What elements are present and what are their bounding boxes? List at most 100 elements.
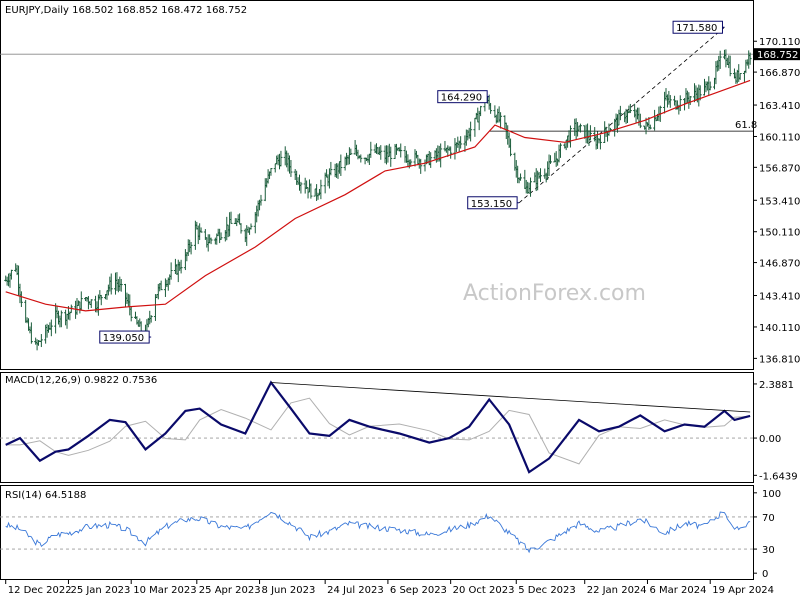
ohlc-bar	[59, 310, 63, 328]
ohlc-bar	[289, 159, 293, 177]
ohlc-bar	[259, 194, 263, 206]
ohlc-bar	[379, 145, 383, 160]
ohlc-bar	[199, 227, 203, 233]
ohlc-bar	[29, 322, 33, 344]
rsi-label: RSI(14) 64.5188	[5, 490, 86, 501]
x-tick-label: 20 Oct 2023	[453, 585, 515, 596]
x-tick-label: 19 Apr 2024	[712, 585, 774, 596]
x-tick-label: 12 Dec 2022	[8, 585, 72, 596]
macd-series	[0, 380, 753, 474]
ohlc-bar	[349, 148, 353, 155]
ohlc-bar	[489, 102, 493, 114]
macd-tick-label: 0.00	[759, 434, 781, 445]
ohlc-bar	[149, 315, 153, 323]
rsi-line	[5, 511, 751, 554]
ohlc-bar	[369, 141, 373, 158]
ohlc-bar	[273, 163, 277, 173]
macd-tick-label: 2.3881	[759, 380, 794, 391]
ohlc-bar	[578, 123, 582, 133]
x-tick-label: 25 Apr 2023	[199, 585, 261, 596]
price-panel	[0, 0, 754, 370]
price-tick-label: 146.870	[759, 259, 800, 270]
macd-panel	[0, 372, 754, 483]
price-series: 61.8 171.580 164.290 153.150 139.050	[0, 20, 757, 351]
macd-line	[5, 380, 751, 474]
ohlc-bar	[419, 158, 423, 174]
ohlc-bar	[529, 177, 533, 197]
ohlc-bar	[269, 168, 273, 176]
price-tick-label: 160.110	[759, 132, 800, 143]
x-tick-label: 24 Jul 2023	[327, 585, 384, 596]
macd-label: MACD(12,26,9) 0.9822 0.7536	[5, 375, 157, 386]
x-tick-label: 8 Jun 2023	[262, 585, 316, 596]
annotation-box	[467, 196, 518, 210]
x-tick-label: 22 Jan 2024	[587, 585, 647, 596]
ohlc-bar	[449, 146, 453, 159]
ohlc-bar	[153, 294, 157, 321]
ohlc-bar	[698, 85, 702, 101]
price-tick-label: 153.410	[759, 196, 800, 207]
ohlc-bar	[499, 112, 503, 129]
x-tick-label: 6 Mar 2024	[649, 585, 706, 596]
price-annotation: 153.150	[467, 196, 520, 210]
ohlc-bar	[279, 150, 283, 167]
rsi-series	[0, 511, 753, 554]
moving-average-line	[5, 79, 751, 312]
ohlc-bar	[19, 291, 23, 308]
ohlc-bar	[169, 262, 173, 280]
price-tick-label: 166.870	[759, 68, 800, 79]
ohlc-bar	[539, 168, 543, 182]
price-tick-label: 140.110	[759, 323, 800, 334]
last-price-box	[754, 48, 800, 61]
x-tick-label: 6 Sep 2023	[390, 585, 447, 596]
x-tick-label: 10 Mar 2023	[133, 585, 196, 596]
ohlc-bar	[588, 125, 592, 141]
ohlc-bar	[339, 154, 343, 176]
ohlc-bar	[299, 181, 303, 194]
ohlc-bar	[728, 55, 732, 77]
rsi-tick-label: 70	[762, 513, 775, 524]
ohlc-bar	[189, 242, 193, 255]
rsi-tick-label: 30	[762, 545, 775, 556]
price-annotation: 139.050	[99, 330, 152, 344]
price-tick-label: 163.410	[759, 101, 800, 112]
ohlc-bar	[598, 134, 602, 150]
ohlc-bar	[209, 237, 213, 245]
ohlc-bar	[509, 138, 513, 157]
watermark: ActionForex.com	[463, 281, 646, 306]
ohlc-bar	[748, 52, 752, 65]
macd-trendline	[270, 382, 751, 413]
ohlc-bar	[429, 152, 433, 168]
last-price-label: 168.752	[757, 50, 798, 61]
annotation-label: 153.150	[471, 199, 512, 210]
ohlc-bar	[39, 334, 43, 348]
ohlc-bar	[249, 223, 253, 230]
annotation-label: 164.290	[441, 93, 482, 104]
ohlc-bar	[469, 121, 473, 142]
ohlc-bar	[359, 154, 363, 163]
ohlc-bar	[119, 279, 123, 292]
ohlc-bar	[309, 183, 313, 199]
ohlc-bar	[219, 232, 223, 241]
last-price-tag: 168.752	[754, 48, 800, 61]
ohlc-bar	[618, 105, 622, 121]
ohlc-bar	[79, 291, 83, 311]
ohlc-bar	[519, 173, 523, 181]
ohlc-bar	[389, 146, 393, 167]
ohlc-bar	[473, 117, 477, 137]
macd-signal-line	[5, 397, 751, 465]
price-tick-label: 150.110	[759, 228, 800, 239]
ohlc-bar	[479, 105, 483, 117]
price-annotation: 164.290	[437, 90, 490, 104]
rsi-tick-label: 0	[762, 569, 768, 580]
ohlc-bar	[459, 136, 463, 149]
x-tick-label: 25 Jan 2023	[70, 585, 130, 596]
ohlc-bar	[99, 294, 103, 306]
price-tick-label: 143.410	[759, 292, 800, 303]
annotation-box	[437, 90, 488, 104]
ohlc-bar	[738, 72, 742, 80]
uptrend-line	[518, 26, 725, 204]
ohlc-bar	[89, 299, 93, 308]
ohlc-bar	[229, 211, 233, 224]
